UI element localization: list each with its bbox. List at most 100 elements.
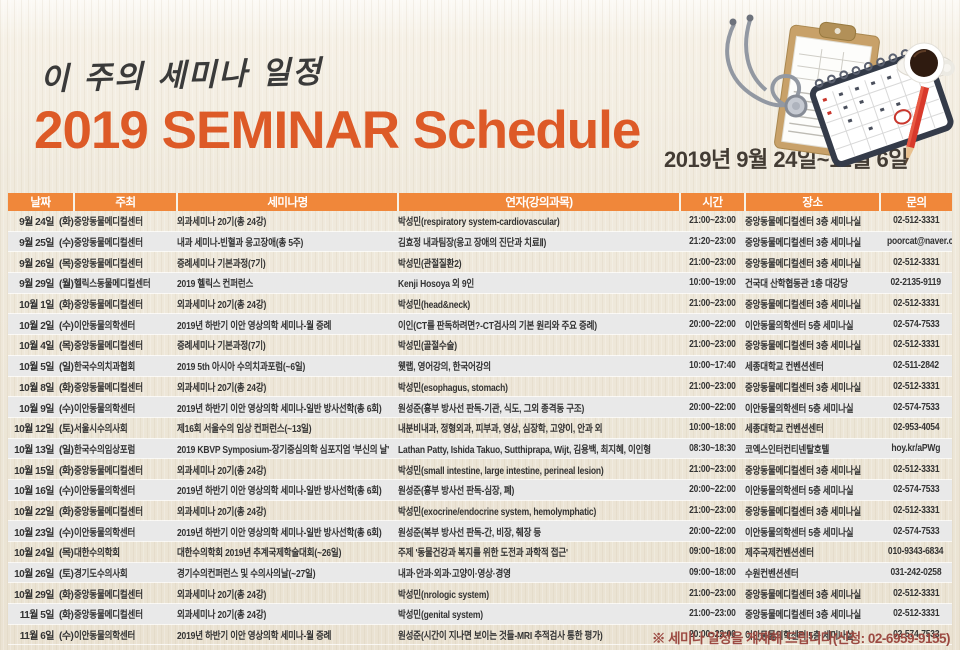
weekday-text: (목): [59, 548, 74, 560]
cell-seminar: 외과세미나 20기(총 24강): [177, 603, 398, 625]
cell-contact: 02-574-7533: [880, 624, 952, 646]
cell-speaker: Kenji Hosoya 외 9인: [398, 272, 680, 294]
cell-host: 중앙동물메디컬센터: [74, 458, 177, 480]
date-text: 11월 6일: [19, 631, 55, 643]
cell-contact: 02-512-3331: [880, 251, 952, 274]
cell-time: 21:00~23:00: [680, 293, 745, 315]
cell-place: 이안동물의학센터 5층 세미나실: [745, 520, 880, 542]
date-text: 9월 29일: [19, 279, 54, 291]
cell-date: 10월 8일 (화): [8, 376, 74, 398]
cell-contact: 02-2135-9119: [880, 272, 952, 294]
cell-host: 한국수의치과협회: [74, 355, 177, 377]
weekday-text: (화): [59, 589, 74, 601]
cell-host: 이안동물의학센터: [74, 624, 177, 646]
date-text: 10월 15일: [14, 465, 54, 477]
table-row: 10월 1일 (화) 중앙동물메디컬센터 외과세미나 20기(총 24강) 박성…: [8, 293, 952, 315]
cell-contact: 010-9343-6834: [880, 541, 952, 563]
column-header-speaker: 연자(강의과목): [398, 193, 681, 211]
cell-date: 10월 12일 (토): [8, 417, 74, 439]
cell-date: 9월 26일 (목): [8, 251, 74, 274]
cell-speaker: 원성준(시간이 지나면 보이는 것들-MRI 추적검사 통한 평가): [398, 624, 680, 646]
table-row: 10월 15일 (화) 중앙동물메디컬센터 외과세미나 20기(총 24강) 박…: [8, 458, 952, 480]
table-row: 10월 26일 (토) 경기도수의사회 경기수의컨퍼런스 및 수의사의날(~27…: [8, 562, 952, 584]
cell-place: 이안동물의학센터 5층 세미나실: [745, 396, 880, 418]
cell-host: 중앙동물메디컬센터: [74, 334, 177, 356]
table-row: 10월 8일 (화) 중앙동물메디컬센터 외과세미나 20기(총 24강) 박성…: [8, 376, 952, 398]
date-text: 10월 29일: [14, 589, 54, 601]
cell-time: 20:00~22:00: [680, 313, 745, 336]
cell-seminar: 외과세미나 20기(총 24강): [177, 458, 398, 480]
cell-speaker: 박성민(exocrine/endocrine system, hemolymph…: [398, 500, 680, 522]
header-illustration: [725, 14, 955, 167]
cell-host: 대한수의학회: [74, 541, 177, 563]
date-text: 10월 9일: [19, 403, 54, 415]
cell-date: 10월 29일 (화): [8, 582, 74, 605]
cell-date: 10월 26일 (토): [8, 562, 74, 584]
table-row: 10월 16일 (수) 이안동물의학센터 2019년 하반기 이안 영상의학 세…: [8, 479, 952, 501]
cell-seminar: 외과세미나 20기(총 24강): [177, 582, 398, 605]
table-row: 11월 6일 (수) 이안동물의학센터 2019년 하반기 이안 영상의학 세미…: [8, 624, 952, 646]
cell-speaker: 주제 '동물건강과 복지를 위한 도전과 과학적 접근': [398, 541, 680, 563]
cell-contact: 02-512-3331: [880, 582, 952, 605]
cell-place: 중앙동물메디컬센터 3층 세미나실: [745, 458, 880, 480]
weekday-text: (수): [59, 631, 74, 643]
cell-host: 이안동물의학센터: [74, 313, 177, 336]
date-text: 10월 23일: [14, 527, 54, 539]
weekday-text: (목): [59, 258, 74, 270]
cell-speaker: 내과·안과·외과·고양이·영상·경영: [398, 562, 680, 584]
cell-contact: 02-511-2842: [880, 355, 952, 377]
cell-host: 중앙동물메디컬센터: [74, 582, 177, 605]
weekday-text: (목): [59, 341, 74, 353]
weekday-text: (수): [59, 486, 74, 498]
cell-host: 서울시수의사회: [74, 417, 177, 439]
table-row: 10월 4일 (목) 중앙동물메디컬센터 증례세미나 기본과정(7기) 박성민(…: [8, 334, 952, 356]
weekday-text: (월): [59, 279, 74, 291]
cell-seminar: 증례세미나 기본과정(7기): [177, 334, 398, 356]
table-row: 9월 24일 (화) 중앙동물메디컬센터 외과세미나 20기(총 24강) 박성…: [8, 211, 952, 232]
cell-host: 이안동물의학센터: [74, 479, 177, 501]
date-text: 10월 22일: [14, 506, 54, 518]
cell-place: 중앙동물메디컬센터 3층 세미나실: [745, 334, 880, 356]
weekday-text: (일): [59, 444, 74, 456]
cell-time: 21:00~23:00: [680, 251, 745, 274]
cell-speaker: 박성민(골절수술): [398, 334, 680, 356]
cell-seminar: 2019년 하반기 이안 영상의학 세미나-월 증례: [177, 313, 398, 336]
brush-subtitle: 이 주의 세미나 일정: [39, 54, 324, 98]
cell-time: 21:00~23:00: [680, 334, 745, 356]
coffee-cup-icon: [896, 42, 955, 84]
table-row: 10월 22일 (화) 중앙동물메디컬센터 외과세미나 20기(총 24강) 박…: [8, 500, 952, 522]
cell-speaker: 웻랩, 영어강의, 한국어강의: [398, 355, 680, 377]
cell-time: 10:00~18:00: [680, 417, 745, 439]
cell-place: 중앙동물메디컬센터 3층 세미나실: [745, 582, 880, 605]
weekday-text: (화): [59, 300, 74, 312]
cell-date: 10월 9일 (수): [8, 396, 74, 418]
cell-seminar: 외과세미나 20기(총 24강): [177, 500, 398, 522]
date-text: 10월 13일: [14, 444, 54, 456]
cell-contact: hoy.kr/aPWg: [880, 438, 952, 460]
date-text: 10월 24일: [14, 548, 54, 560]
cell-date: 10월 4일 (목): [8, 334, 74, 356]
cell-speaker: 원성준(흉부 방사선 판독-기관, 식도, 그외 종격동 구조): [398, 396, 680, 418]
cell-place: 중앙동물메디컬센터 3층 세미나실: [745, 376, 880, 398]
cell-place: 중앙동물메디컬센터 3층 세미나실: [745, 293, 880, 315]
cell-place: 수원컨벤션센터: [745, 562, 880, 584]
cell-time: 10:00~17:40: [680, 355, 745, 377]
date-text: 10월 8일: [19, 382, 54, 394]
cell-seminar: 대한수의학회 2019년 추계국제학술대회(~26일): [177, 541, 398, 563]
cell-contact: 02-512-3331: [880, 293, 952, 315]
stethoscope-icon: [725, 14, 808, 118]
cell-place: 제주국제컨벤션센터: [745, 541, 880, 563]
table-row: 10월 29일 (화) 중앙동물메디컬센터 외과세미나 20기(총 24강) 박…: [8, 582, 952, 605]
cell-contact: 02-512-3331: [880, 603, 952, 625]
cell-place: 건국대 산학협동관 1층 대강당: [745, 272, 880, 294]
cell-host: 중앙동물메디컬센터: [74, 293, 177, 315]
cell-time: 20:00~22:00: [680, 396, 745, 418]
cell-place: 세종대학교 컨벤션센터: [745, 355, 880, 377]
cell-speaker: 박성민(esophagus, stomach): [398, 376, 680, 398]
cell-speaker: 박성민(genital system): [398, 603, 680, 625]
cell-time: 21:00~23:00: [680, 603, 745, 625]
cell-time: 21:00~23:00: [680, 500, 745, 522]
cell-contact: 02-574-7533: [880, 396, 952, 418]
column-header-place: 장소: [745, 193, 881, 211]
cell-speaker: Lathan Patty, Ishida Takuo, Sutthiprapa,…: [398, 438, 680, 460]
